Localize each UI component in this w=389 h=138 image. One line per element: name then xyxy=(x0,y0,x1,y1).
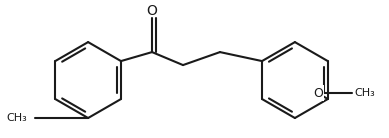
Text: CH₃: CH₃ xyxy=(7,113,27,123)
Text: O: O xyxy=(313,87,323,99)
Text: CH₃: CH₃ xyxy=(355,88,376,98)
Text: O: O xyxy=(147,4,158,18)
